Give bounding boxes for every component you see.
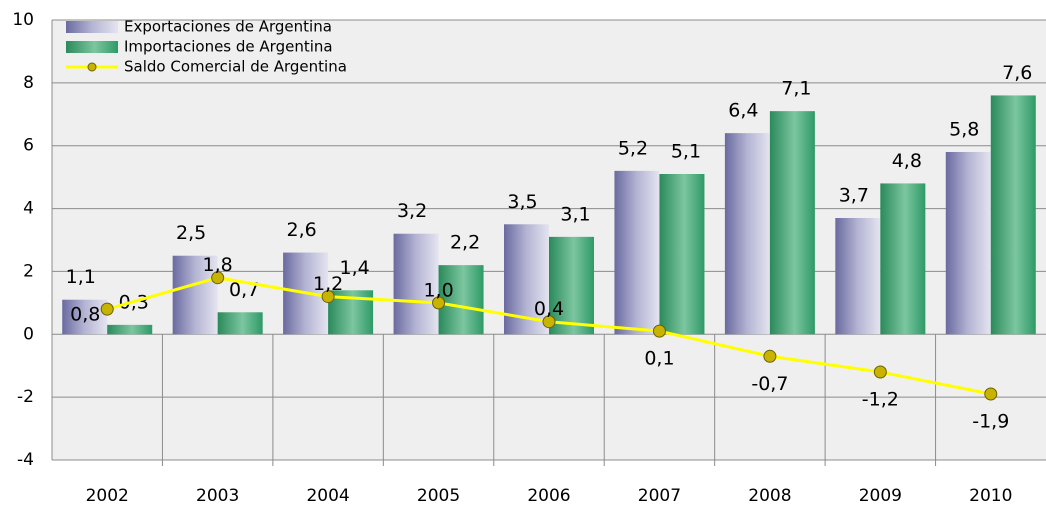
bar [62, 299, 108, 335]
data-label: 0,1 [644, 348, 674, 370]
bar [217, 312, 263, 335]
data-label: 6,4 [728, 100, 758, 122]
data-label: 1,0 [423, 279, 453, 301]
x-tick-label: 2003 [196, 486, 239, 506]
data-label: 1,2 [313, 273, 343, 295]
data-label: 5,2 [618, 137, 648, 159]
bar [549, 236, 594, 335]
bar [438, 265, 484, 335]
bar [724, 133, 770, 335]
bar [990, 95, 1036, 335]
line-marker [542, 315, 556, 329]
legend-swatch [66, 21, 118, 33]
y-tick-label: 8 [23, 73, 34, 93]
x-tick-label: 2006 [527, 486, 570, 506]
x-tick-label: 2009 [859, 486, 902, 506]
data-label: -1,9 [972, 411, 1009, 433]
legend-marker [87, 62, 97, 72]
bar [614, 170, 660, 335]
bar [107, 324, 153, 335]
data-label: 4,8 [892, 150, 922, 172]
legend-label: Importaciones de Argentina [124, 38, 333, 56]
line-marker [984, 387, 998, 401]
x-tick-label: 2005 [417, 486, 460, 506]
line-marker [321, 290, 335, 304]
bar [393, 233, 439, 335]
line-marker [763, 349, 777, 363]
data-label: -1,2 [862, 389, 899, 411]
bar [659, 174, 705, 335]
data-label: -0,7 [751, 373, 788, 395]
data-label: 5,8 [949, 119, 979, 141]
y-tick-label: -4 [17, 450, 34, 470]
bar [945, 152, 991, 335]
y-tick-label: 6 [23, 136, 34, 156]
line-marker [652, 324, 666, 338]
bar [172, 255, 218, 335]
data-label: 1,8 [203, 254, 233, 276]
data-label: 3,1 [560, 203, 590, 225]
data-label: 0,4 [534, 298, 564, 320]
bar [835, 218, 881, 335]
line-marker [432, 296, 446, 310]
x-tick-label: 2004 [306, 486, 349, 506]
line-marker [873, 365, 887, 379]
data-label: 3,2 [397, 200, 427, 222]
x-tick-label: 2007 [638, 486, 681, 506]
line-marker [100, 302, 114, 316]
data-label: 5,1 [671, 141, 701, 163]
data-label: 2,2 [450, 232, 480, 254]
legend-swatch [66, 41, 118, 53]
y-tick-label: -2 [17, 387, 34, 407]
data-label: 7,6 [1002, 62, 1032, 84]
data-label: 0,8 [70, 304, 100, 326]
y-tick-label: 10 [12, 10, 34, 30]
data-label: 2,5 [176, 222, 206, 244]
data-label: 1,4 [340, 257, 370, 279]
legend-label: Exportaciones de Argentina [124, 18, 332, 36]
legend-label: Saldo Comercial de Argentina [124, 58, 347, 76]
x-tick-label: 2010 [969, 486, 1012, 506]
data-label: 2,6 [287, 219, 317, 241]
data-label: 1,1 [66, 266, 96, 288]
y-tick-label: 4 [23, 199, 34, 219]
x-tick-label: 2002 [86, 486, 129, 506]
line-marker [211, 271, 225, 285]
bar [880, 183, 926, 335]
y-tick-label: 2 [23, 261, 34, 281]
y-tick-label: 0 [23, 324, 34, 344]
bar [769, 111, 815, 335]
data-label: 3,5 [507, 191, 537, 213]
data-label: 7,1 [781, 78, 811, 100]
x-tick-label: 2008 [748, 486, 791, 506]
data-label: 3,7 [839, 185, 869, 207]
